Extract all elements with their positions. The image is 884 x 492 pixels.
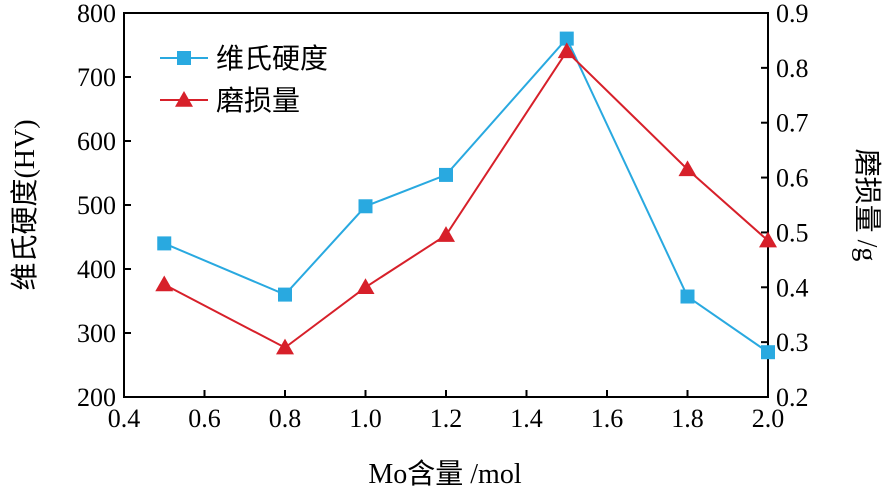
y-tick-label: 500: [77, 191, 116, 220]
y2-tick-label: 0.9: [776, 0, 809, 28]
data-point: [358, 199, 373, 214]
x-tick-label: 0.8: [269, 404, 302, 433]
axes: 0.4 0.6 0.8 1.0 1.2 1.4 1.6 1.8 2.0 200 300 400 500 6…: [77, 0, 809, 433]
data-point: [437, 226, 455, 242]
y2-tick-label: 0.5: [776, 218, 809, 247]
legend-marker: [175, 91, 193, 107]
y-tick-label: 700: [77, 63, 116, 92]
x-tick-label: 0.6: [188, 404, 221, 433]
y-tick-label: 300: [77, 319, 116, 348]
data-point: [678, 160, 697, 177]
data-point: [557, 42, 576, 59]
x-tick-label: 1.0: [349, 404, 382, 433]
y2-tick-label: 0.8: [776, 54, 809, 83]
x-axis-title: Mo含量 /mol: [368, 458, 521, 490]
data-point: [276, 338, 294, 355]
x-tick-label: 2.0: [752, 404, 785, 433]
series-layer: [155, 31, 777, 360]
y-tick-label: 800: [77, 0, 116, 28]
y2-tick-label: 0.2: [776, 383, 809, 412]
y2-tick-label: 0.4: [776, 273, 809, 302]
x-tick-label: 1.6: [591, 404, 624, 433]
data-point: [155, 275, 174, 292]
data-point: [278, 287, 292, 302]
y-tick-label: 600: [77, 127, 116, 156]
data-point: [439, 167, 453, 182]
x-tick-label: 1.8: [671, 404, 704, 433]
series-hardness: [157, 31, 775, 360]
data-point: [759, 231, 777, 248]
series-wear: [155, 42, 777, 355]
x-tick-label: 0.4: [108, 404, 141, 433]
data-point: [680, 289, 695, 304]
y-axis-title: 维氏硬度(HV): [9, 119, 41, 290]
x-tick-label: 1.2: [430, 404, 463, 433]
data-point: [356, 278, 375, 295]
y2-axis-title: 磨损量 /g: [851, 149, 883, 262]
y-tick-label: 400: [77, 255, 116, 284]
data-point: [559, 31, 574, 46]
data-point: [761, 345, 775, 360]
legend-marker: [177, 51, 191, 65]
legend-label: 磨损量: [216, 85, 300, 117]
y-tick-label: 200: [77, 383, 116, 412]
y2-tick-label: 0.7: [776, 109, 809, 138]
y2-tick-label: 0.6: [776, 164, 809, 193]
data-point: [157, 236, 172, 251]
y2-tick-label: 0.3: [776, 328, 809, 357]
legend-label: 维氏硬度: [216, 43, 328, 75]
x-tick-label: 1.4: [510, 404, 543, 433]
